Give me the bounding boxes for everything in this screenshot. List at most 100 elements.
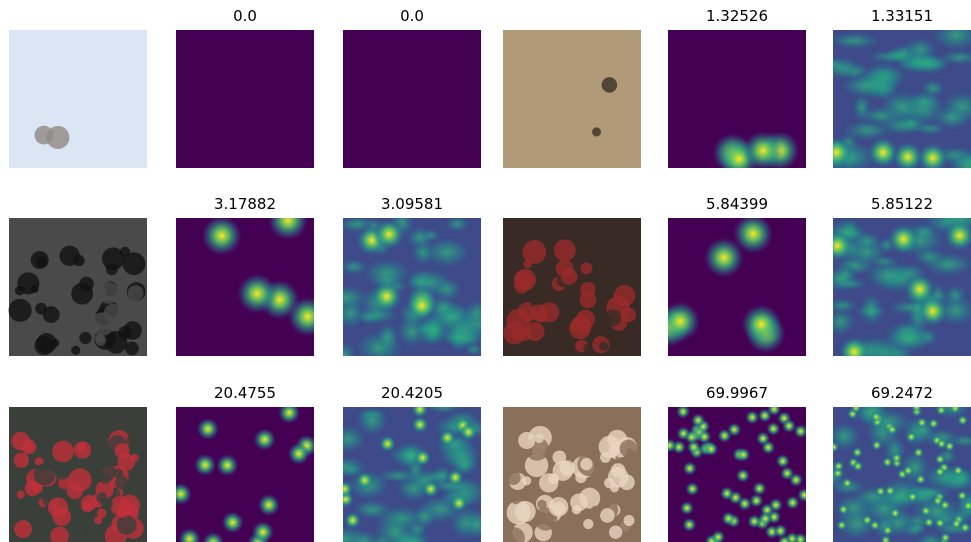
- map-blob: [907, 491, 918, 502]
- photo: [503, 30, 641, 168]
- predicted-density-map: [343, 30, 481, 168]
- map-blob: [836, 520, 847, 531]
- photo-detail: [117, 515, 137, 535]
- map-texture: [356, 407, 388, 435]
- photo-detail: [609, 526, 622, 539]
- map-blob: [885, 485, 896, 496]
- photo-detail: [622, 308, 636, 322]
- map-blob: [414, 449, 432, 467]
- map-blob: [936, 405, 947, 416]
- map-blob: [934, 517, 945, 528]
- map-blob: [373, 218, 405, 250]
- map-texture: [913, 123, 947, 134]
- map-blob: [202, 216, 242, 256]
- photo-detail: [96, 492, 107, 503]
- photo-detail: [581, 247, 594, 260]
- map-blob: [406, 290, 438, 322]
- photo-detail: [9, 299, 32, 322]
- map-texture: [464, 300, 490, 327]
- map-blob: [721, 512, 735, 526]
- photo-detail: [600, 508, 615, 523]
- map-blob: [745, 410, 759, 424]
- map-texture: [413, 505, 436, 529]
- map-blob: [422, 480, 440, 498]
- photo-detail: [600, 452, 611, 463]
- map-blob: [411, 400, 429, 418]
- map-texture: [426, 401, 461, 412]
- photo-detail: [30, 285, 38, 293]
- photo-detail: [583, 519, 593, 529]
- photo-detail: [590, 528, 598, 536]
- map-blob: [953, 465, 964, 476]
- map-blob: [821, 136, 853, 168]
- map-blob: [906, 431, 917, 442]
- photo-detail: [553, 461, 573, 481]
- map-blob: [194, 454, 216, 476]
- photo-detail: [506, 470, 521, 485]
- map-blob: [882, 457, 893, 468]
- map-texture: [826, 309, 855, 336]
- map-blob: [871, 411, 882, 422]
- photo-detail: [537, 500, 546, 509]
- map-blob: [660, 301, 700, 341]
- map-blob: [794, 424, 808, 438]
- map-texture: [822, 267, 859, 292]
- map-blob: [704, 238, 744, 278]
- map-blob: [216, 454, 238, 476]
- map-blob: [758, 409, 772, 423]
- map-title: 3.17882: [214, 195, 276, 213]
- ground-truth-density-map: [649, 214, 806, 356]
- ground-truth-density-map: [170, 402, 318, 542]
- map-blob: [743, 131, 783, 171]
- map-title: 69.9967: [706, 384, 768, 402]
- photo-detail: [561, 268, 577, 284]
- ground-truth-density-map: [668, 30, 806, 179]
- map-texture: [828, 422, 860, 450]
- photo-detail: [85, 261, 94, 270]
- map-blob: [957, 490, 968, 501]
- map-blob: [957, 415, 968, 426]
- photo-detail: [34, 336, 53, 355]
- map-blob: [336, 480, 354, 498]
- map-blob: [237, 274, 277, 314]
- map-blob: [934, 466, 945, 477]
- map-bg: [176, 407, 314, 542]
- photo-detail: [126, 436, 136, 446]
- map-blob: [450, 494, 468, 512]
- map-blob: [379, 435, 397, 453]
- map-texture: [852, 232, 881, 250]
- map-blob: [685, 482, 699, 496]
- map-blob: [704, 442, 718, 456]
- map-blob: [916, 417, 927, 428]
- photo-detail: [567, 120, 588, 141]
- map-blob: [838, 504, 849, 515]
- photo-detail: [510, 455, 522, 467]
- photo-detail: [79, 332, 91, 344]
- photo-detail: [52, 441, 74, 463]
- map-texture: [865, 261, 910, 291]
- photo-detail: [591, 506, 600, 515]
- photo-detail: [44, 263, 63, 282]
- map-texture: [825, 59, 844, 69]
- photo-detail: [104, 304, 123, 323]
- map-blob: [903, 465, 914, 476]
- map-blob: [939, 500, 950, 511]
- map-blob: [821, 230, 853, 262]
- map-title: 1.32526: [706, 7, 768, 25]
- map-blob: [288, 297, 328, 337]
- photo-detail: [619, 475, 635, 491]
- predicted-density-map: [814, 20, 971, 183]
- map-blob: [944, 441, 955, 452]
- photo-detail: [74, 441, 91, 458]
- map-texture: [906, 91, 942, 113]
- photo-detail: [128, 285, 144, 301]
- map-blob: [288, 443, 310, 465]
- map-blob: [663, 439, 677, 453]
- map-texture: [333, 342, 356, 367]
- photo-detail: [614, 285, 635, 306]
- photo-detail: [17, 491, 25, 499]
- map-blob: [460, 423, 478, 441]
- map-blob: [917, 295, 949, 327]
- map-blob: [852, 447, 863, 458]
- map-blob: [411, 416, 429, 434]
